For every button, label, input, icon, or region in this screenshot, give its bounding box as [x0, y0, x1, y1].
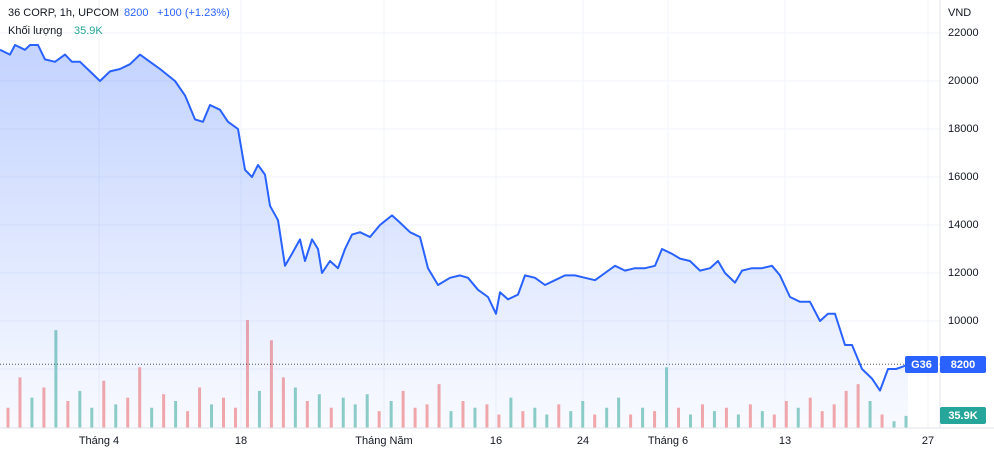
y-tick-label: 18000	[948, 123, 979, 135]
x-tick-label: Tháng Năm	[355, 435, 412, 447]
y-tick-label: 22000	[948, 27, 979, 39]
last-price-tag: 8200	[951, 359, 975, 371]
ticker-tag-bg	[905, 356, 938, 373]
last-price-tag-bg	[940, 356, 986, 373]
price-change: +100 (+1.23%)	[157, 7, 230, 19]
x-tick-label: 27	[922, 435, 934, 447]
ticker-tag: G36	[911, 359, 932, 371]
volume-value: 35.9K	[74, 25, 103, 37]
y-tick-label: 10000	[948, 315, 979, 327]
y-tick-label: 20000	[948, 75, 979, 87]
y-tick-label: 14000	[948, 219, 979, 231]
axes: 800010000120001400016000180002000022000T…	[79, 27, 979, 447]
x-tick-label: Tháng 6	[648, 435, 688, 447]
price-pane	[0, 44, 940, 428]
price-line	[0, 44, 909, 392]
x-tick-label: 16	[490, 435, 502, 447]
price-tags: G36 8200 35.9K	[905, 356, 986, 424]
x-tick-label: 18	[235, 435, 247, 447]
y-tick-label: 16000	[948, 171, 979, 183]
x-tick-label: 13	[779, 435, 791, 447]
y-tick-label: 12000	[948, 267, 979, 279]
currency: VND	[948, 7, 971, 19]
price-area	[0, 45, 908, 428]
volume-tag-bg	[940, 407, 986, 424]
symbol: 36 CORP, 1h, UPCOM	[8, 7, 119, 19]
volume-label: Khối lượng	[8, 25, 62, 37]
volume-tag: 35.9K	[948, 410, 977, 422]
last-price: 8200	[124, 7, 148, 19]
x-tick-label: 24	[577, 435, 589, 447]
x-tick-label: Tháng 4	[79, 435, 119, 447]
